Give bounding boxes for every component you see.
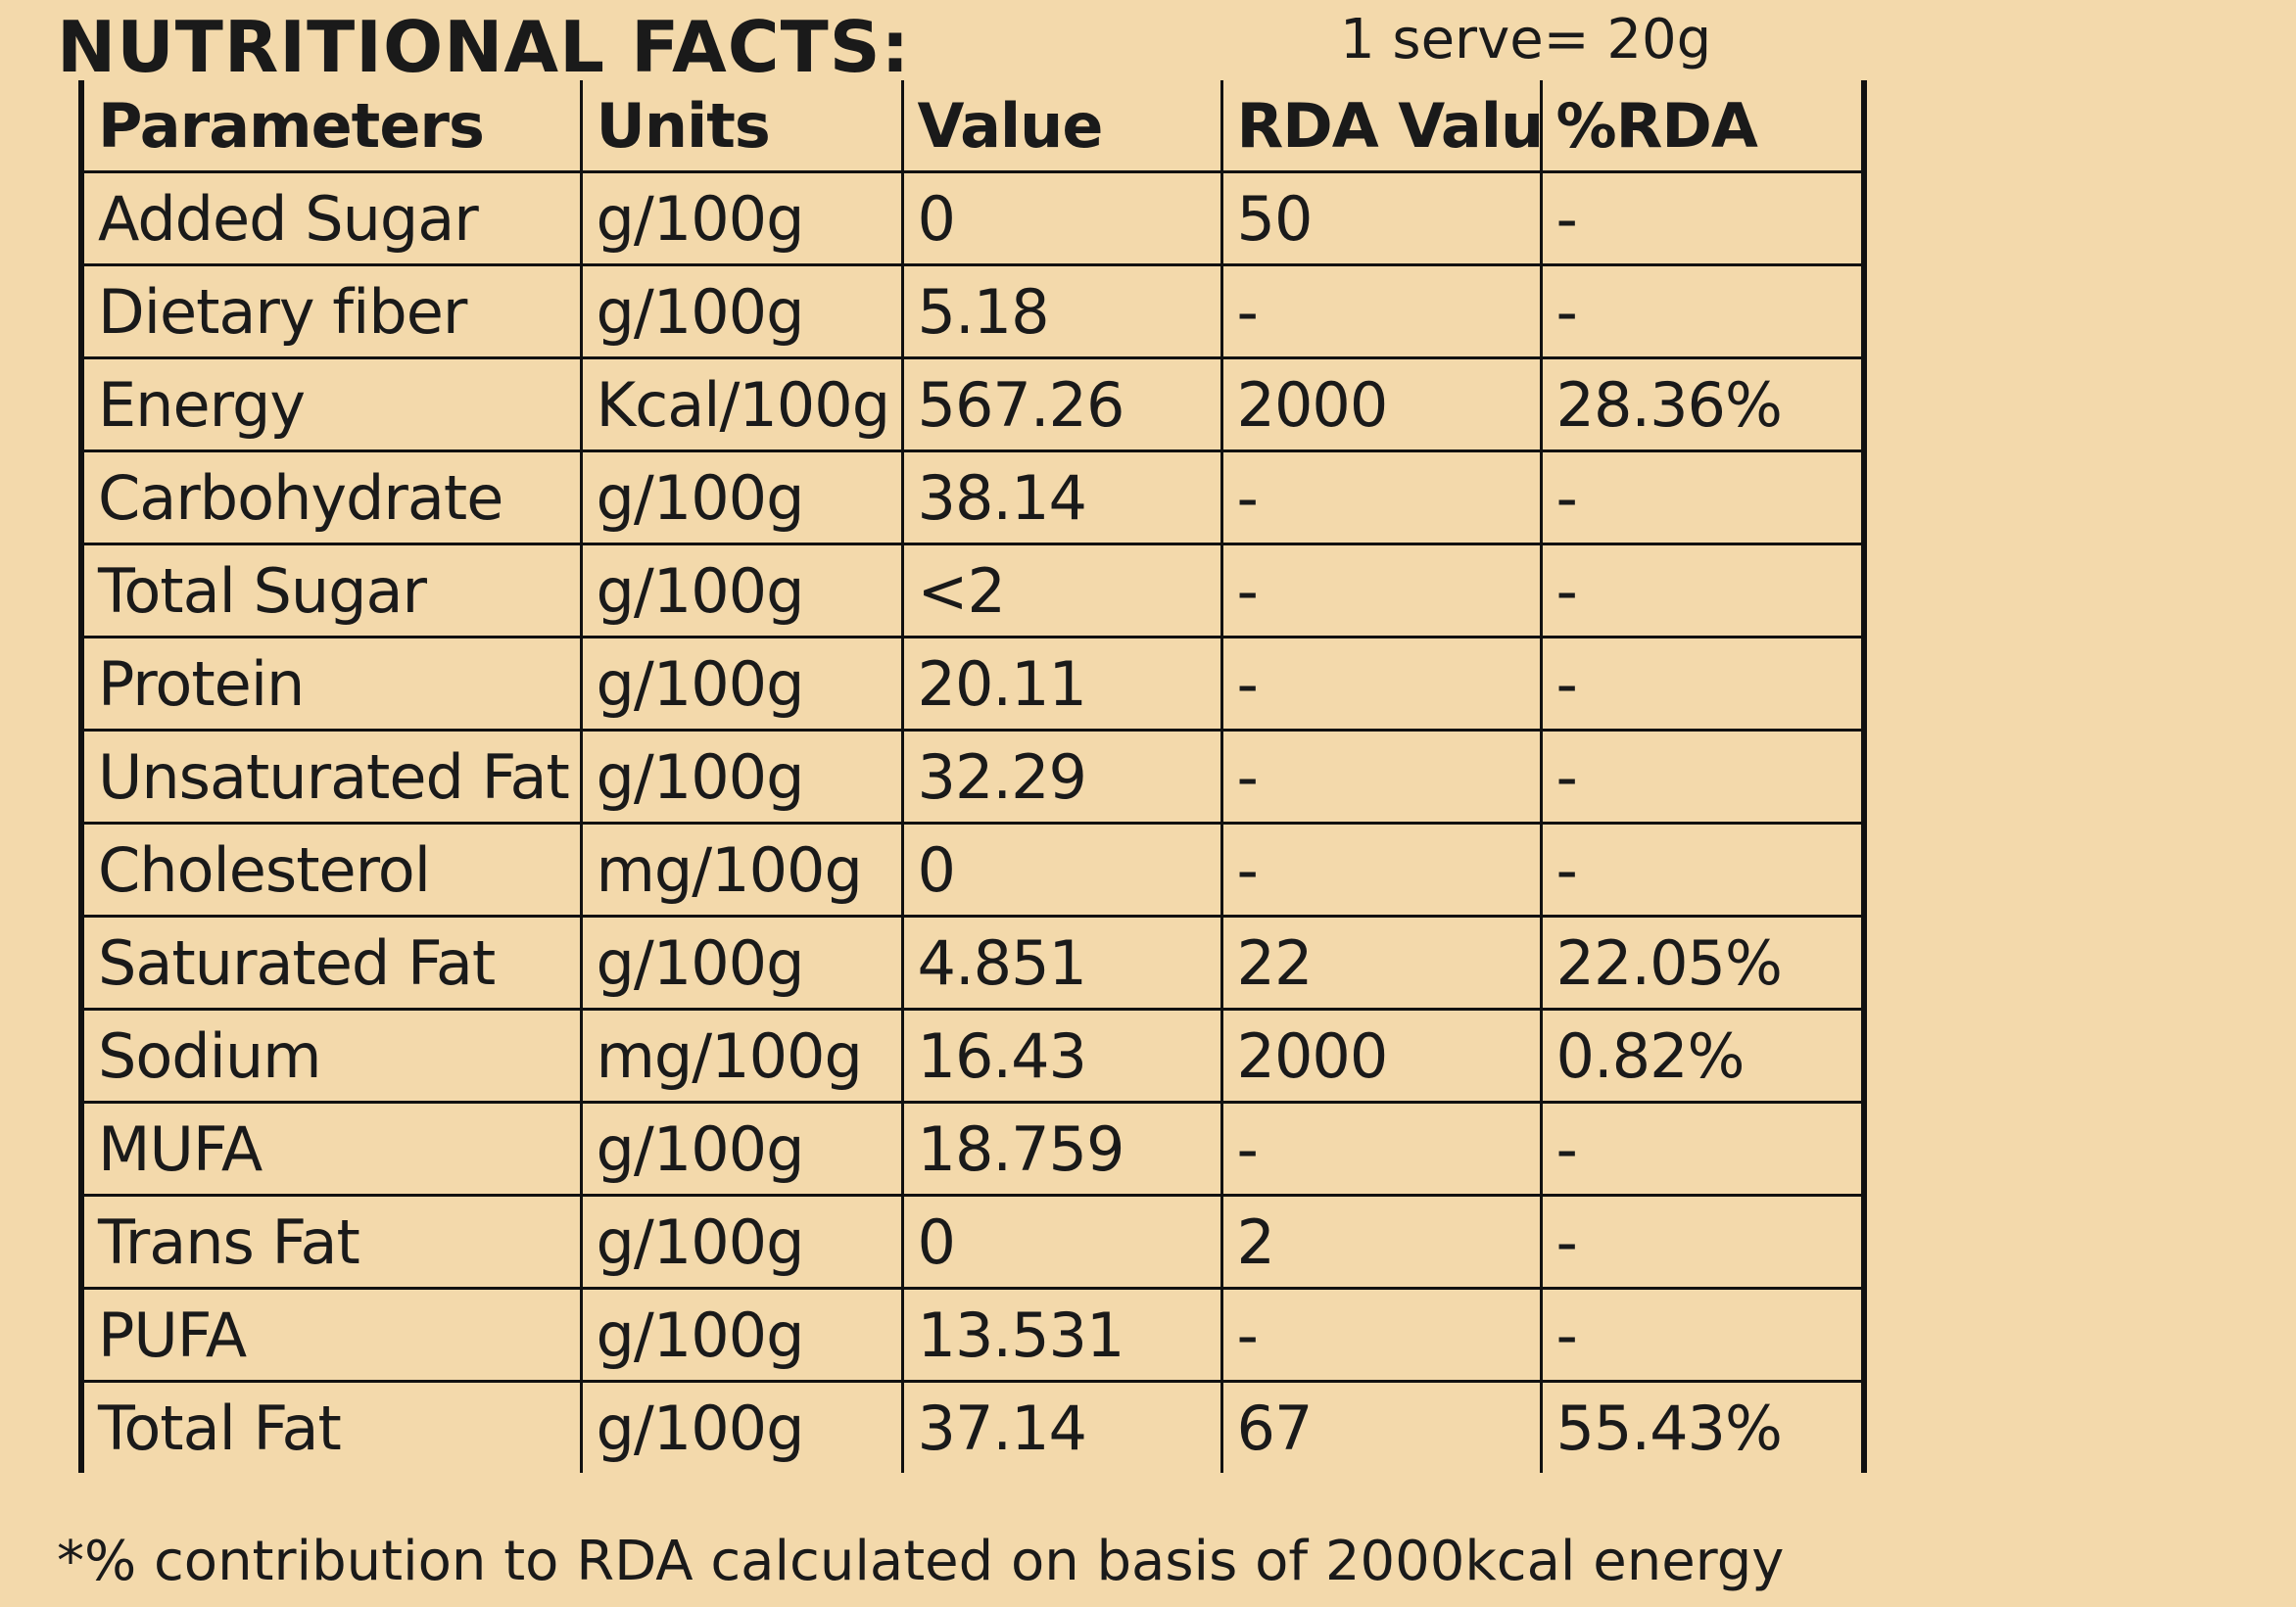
cell-parameter: MUFA [79,1101,583,1197]
cell-rda-value: - [1220,729,1543,825]
cell-rda-value: - [1220,636,1543,732]
cell-value: 0 [900,822,1223,918]
cell-percent-rda: 55.43% [1539,1380,1866,1473]
cell-parameter: Unsaturated Fat [79,729,583,825]
cell-rda-value: - [1220,449,1543,545]
cell-rda-value: - [1220,263,1543,359]
cell-percent-rda: - [1539,170,1866,266]
page-title: NUTRITIONAL FACTS: [57,6,911,88]
cell-percent-rda: - [1539,1194,1866,1290]
cell-percent-rda: - [1539,543,1866,638]
cell-parameter: Energy [79,356,583,452]
cell-rda-value: - [1220,543,1543,638]
header-percent-rda: %RDA [1539,80,1866,173]
cell-rda-value: - [1220,1287,1543,1383]
serving-size: 1 serve= 20g [1340,8,1712,71]
header-value: Value [900,80,1223,173]
cell-parameter: Saturated Fat [79,915,583,1011]
cell-value: <2 [900,543,1223,638]
table-row: Saturated Fat g/100g 4.851 22 22.05% [79,915,1866,1011]
cell-units: g/100g [579,1380,904,1473]
cell-parameter: Total Sugar [79,543,583,638]
cell-percent-rda: - [1539,729,1866,825]
cell-parameter: Trans Fat [79,1194,583,1290]
table-row: Added Sugar g/100g 0 50 - [79,170,1866,266]
cell-value: 567.26 [900,356,1223,452]
table-header-row: Parameters Units Value RDA Value %RDA [79,80,1866,173]
cell-rda-value: 50 [1220,170,1543,266]
cell-percent-rda: - [1539,449,1866,545]
table-row: Unsaturated Fat g/100g 32.29 - - [79,729,1866,825]
cell-units: g/100g [579,1101,904,1197]
cell-units: g/100g [579,170,904,266]
table-row: Cholesterol mg/100g 0 - - [79,822,1866,918]
cell-parameter: Cholesterol [79,822,583,918]
cell-units: g/100g [579,543,904,638]
cell-parameter: Added Sugar [79,170,583,266]
table-row: Trans Fat g/100g 0 2 - [79,1194,1866,1290]
table-row: Dietary fiber g/100g 5.18 - - [79,263,1866,359]
table-row: MUFA g/100g 18.759 - - [79,1101,1866,1197]
cell-units: g/100g [579,449,904,545]
cell-percent-rda: 0.82% [1539,1008,1866,1104]
cell-value: 37.14 [900,1380,1223,1473]
cell-value: 32.29 [900,729,1223,825]
cell-units: mg/100g [579,1008,904,1104]
cell-units: g/100g [579,915,904,1011]
table-row: Total Sugar g/100g <2 - - [79,543,1866,638]
cell-value: 4.851 [900,915,1223,1011]
cell-units: mg/100g [579,822,904,918]
cell-rda-value: 2000 [1220,356,1543,452]
cell-rda-value: 2 [1220,1194,1543,1290]
cell-percent-rda: - [1539,1101,1866,1197]
cell-rda-value: - [1220,1101,1543,1197]
cell-value: 38.14 [900,449,1223,545]
cell-value: 20.11 [900,636,1223,732]
cell-rda-value: 2000 [1220,1008,1543,1104]
cell-units: g/100g [579,1287,904,1383]
nutrition-table: Parameters Units Value RDA Value %RDA Ad… [78,80,1867,1473]
cell-parameter: Total Fat [79,1380,583,1473]
header-rda-value: RDA Value [1220,80,1543,173]
table-row: Total Fat g/100g 37.14 67 55.43% [79,1380,1866,1473]
table-row: Energy Kcal/100g 567.26 2000 28.36% [79,356,1866,452]
cell-units: g/100g [579,1194,904,1290]
cell-value: 16.43 [900,1008,1223,1104]
cell-value: 18.759 [900,1101,1223,1197]
cell-percent-rda: - [1539,263,1866,359]
cell-units: g/100g [579,729,904,825]
table-row: Sodium mg/100g 16.43 2000 0.82% [79,1008,1866,1104]
cell-parameter: Protein [79,636,583,732]
cell-parameter: Sodium [79,1008,583,1104]
cell-parameter: Dietary fiber [79,263,583,359]
cell-rda-value: - [1220,822,1543,918]
cell-parameter: PUFA [79,1287,583,1383]
cell-units: Kcal/100g [579,356,904,452]
cell-value: 5.18 [900,263,1223,359]
table-row: Carbohydrate g/100g 38.14 - - [79,449,1866,545]
cell-units: g/100g [579,636,904,732]
cell-parameter: Carbohydrate [79,449,583,545]
cell-units: g/100g [579,263,904,359]
cell-percent-rda: 22.05% [1539,915,1866,1011]
cell-value: 0 [900,170,1223,266]
cell-percent-rda: - [1539,822,1866,918]
footnote: *% contribution to RDA calculated on bas… [57,1530,1785,1593]
cell-rda-value: 22 [1220,915,1543,1011]
header-units: Units [579,80,904,173]
cell-rda-value: 67 [1220,1380,1543,1473]
header-parameters: Parameters [79,80,583,173]
cell-value: 13.531 [900,1287,1223,1383]
table-row: PUFA g/100g 13.531 - - [79,1287,1866,1383]
table-row: Protein g/100g 20.11 - - [79,636,1866,732]
cell-percent-rda: - [1539,1287,1866,1383]
cell-percent-rda: 28.36% [1539,356,1866,452]
cell-value: 0 [900,1194,1223,1290]
cell-percent-rda: - [1539,636,1866,732]
